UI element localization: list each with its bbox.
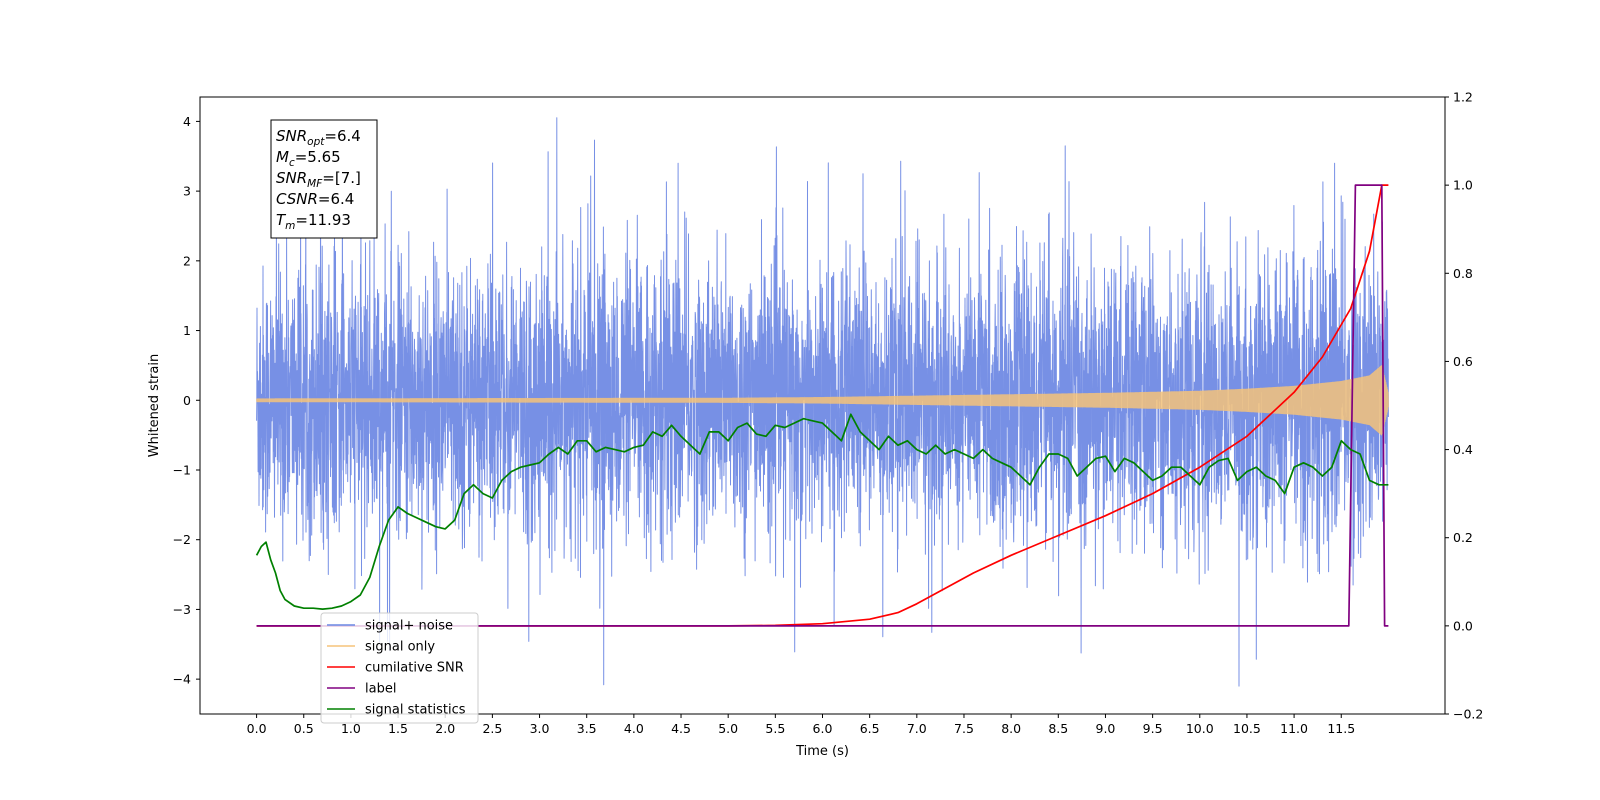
x-tick-label: 3.5 [577,721,597,736]
y-axis-right: −0.2 0.0 0.2 0.4 0.6 0.8 1.0 1.2 [1445,90,1483,722]
legend-entry: signal+ noise [365,619,453,634]
plot-series [255,117,1389,687]
y-tick-label: 4 [183,114,191,129]
x-tick-label: 1.5 [388,721,408,736]
x-tick-label: 4.5 [671,721,691,736]
y-tick-label: 0 [183,393,191,408]
legend-entry: label [365,682,396,697]
series-line-1 [256,365,1389,436]
annotation-line: Tm=11.93 [276,211,351,232]
x-tick-label: 4.0 [624,721,644,736]
y-tick-label: −3 [173,602,191,617]
x-tick-label: 11.0 [1280,721,1308,736]
x-tick-label: 3.0 [530,721,550,736]
x-tick-label: 5.0 [718,721,738,736]
series-line-3 [256,184,1389,627]
annotation-line: Mc=5.65 [276,148,341,169]
x-tick-label: 10.0 [1186,721,1214,736]
x-tick-label: 9.0 [1096,721,1116,736]
y-tick-label: 2 [183,253,191,268]
x-tick-label: 8.5 [1048,721,1068,736]
y2-tick-label: 0.0 [1453,618,1473,633]
x-tick-label: 2.0 [435,721,455,736]
y-tick-label: −1 [173,462,191,477]
x-tick-label: 2.5 [482,721,502,736]
series-line-4 [255,413,1389,610]
legend: signal+ noise signal only cumilative SNR la… [320,612,479,724]
y-tick-label: −2 [173,532,191,547]
x-axis: 0.0 0.5 1.0 1.5 2.0 2.5 3.0 3.5 4.0 4.5 5.0 5.5 6.0 6… [247,714,1355,736]
y-tick-label: 3 [183,184,191,199]
y2-tick-label: 1.2 [1453,90,1473,105]
legend-entry: signal only [365,640,435,655]
annotation-line: SNRMF=[7.] [276,169,361,190]
y-axis-label: Whitened strain [147,354,162,457]
x-tick-label: 9.5 [1143,721,1163,736]
y2-tick-label: 0.8 [1453,266,1473,281]
series-line-0 [256,117,1389,687]
annotation-line: CSNR=6.4 [276,190,354,208]
legend-frame [320,612,479,724]
y2-tick-label: 0.2 [1453,530,1473,545]
x-tick-label: 7.0 [907,721,927,736]
x-tick-label: 1.0 [341,721,361,736]
x-tick-label: 6.0 [813,721,833,736]
x-tick-label: 0.5 [294,721,314,736]
x-tick-label: 7.5 [954,721,974,736]
series-line-2 [256,184,1389,627]
annotation-line: SNRopt=6.4 [276,127,361,148]
x-tick-label: 10.5 [1233,721,1261,736]
x-tick-label: 8.0 [1001,721,1021,736]
y2-tick-label: 0.4 [1453,442,1473,457]
y-tick-label: −4 [173,672,191,687]
annotation-frame [270,119,378,239]
y2-tick-label: −0.2 [1453,707,1483,722]
x-tick-label: 6.5 [860,721,880,736]
legend-entry: cumilative SNR [365,661,464,676]
y-axis-left: −4 −3 −2 −1 0 1 2 3 4 [173,114,200,687]
y-tick-label: 1 [183,323,191,338]
y2-tick-label: 0.6 [1453,354,1473,369]
x-tick-label: 11.5 [1327,721,1355,736]
x-axis-label: Time (s) [795,744,849,759]
legend-entry: signal statistics [365,703,466,718]
y2-tick-label: 1.0 [1453,178,1473,193]
x-tick-label: 5.5 [765,721,785,736]
x-tick-label: 0.0 [247,721,267,736]
